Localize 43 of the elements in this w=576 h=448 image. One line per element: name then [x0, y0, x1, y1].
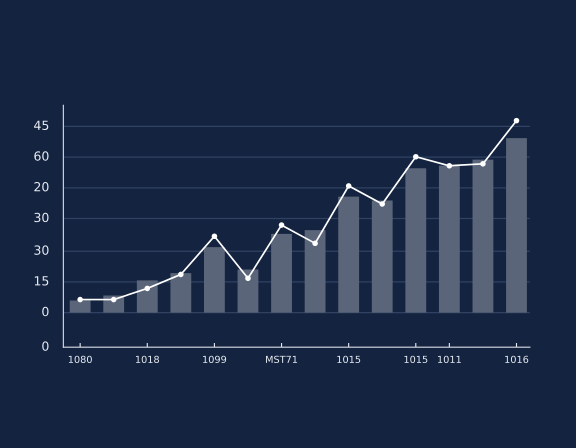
- x-tick-label: 1015: [404, 356, 428, 364]
- x-tick-label: MST71: [266, 356, 298, 364]
- bar: [338, 196, 360, 313]
- point: [77, 296, 83, 302]
- point: [278, 222, 284, 228]
- x-tick-label: 1015: [337, 356, 360, 364]
- point: [144, 286, 150, 292]
- bar: [372, 200, 393, 313]
- bar: [304, 230, 326, 313]
- point: [413, 154, 419, 160]
- point: [446, 162, 452, 169]
- text: 20: [34, 182, 49, 192]
- x-tick-label: 1011: [438, 356, 461, 364]
- point: [245, 275, 251, 282]
- point: [110, 296, 116, 302]
- point: [480, 161, 486, 167]
- point: [212, 233, 218, 239]
- bar: [506, 138, 527, 313]
- text: 45: [34, 120, 48, 130]
- bar: [204, 247, 225, 313]
- x-tick-label: 1016: [505, 356, 528, 364]
- point: [379, 201, 386, 207]
- x-tick-label: 1018: [136, 356, 159, 364]
- text: 30: [34, 245, 49, 255]
- bar: [238, 269, 258, 313]
- bar: [405, 168, 426, 313]
- bar: [472, 160, 494, 313]
- bar: [170, 273, 192, 313]
- point: [346, 183, 352, 189]
- text: 0: [42, 306, 49, 316]
- x-tick-label: 1080: [68, 356, 92, 364]
- text: 60: [34, 151, 49, 161]
- bar: [70, 300, 91, 313]
- text: 30: [34, 212, 49, 222]
- bar: [136, 280, 158, 313]
- text: 0: [42, 341, 49, 351]
- point: [514, 118, 520, 124]
- text: 15: [34, 276, 48, 286]
- point: [312, 240, 318, 246]
- bar: [438, 166, 460, 313]
- x-tick-label: 1099: [203, 356, 226, 364]
- point: [178, 272, 184, 278]
- bar: [271, 234, 292, 313]
